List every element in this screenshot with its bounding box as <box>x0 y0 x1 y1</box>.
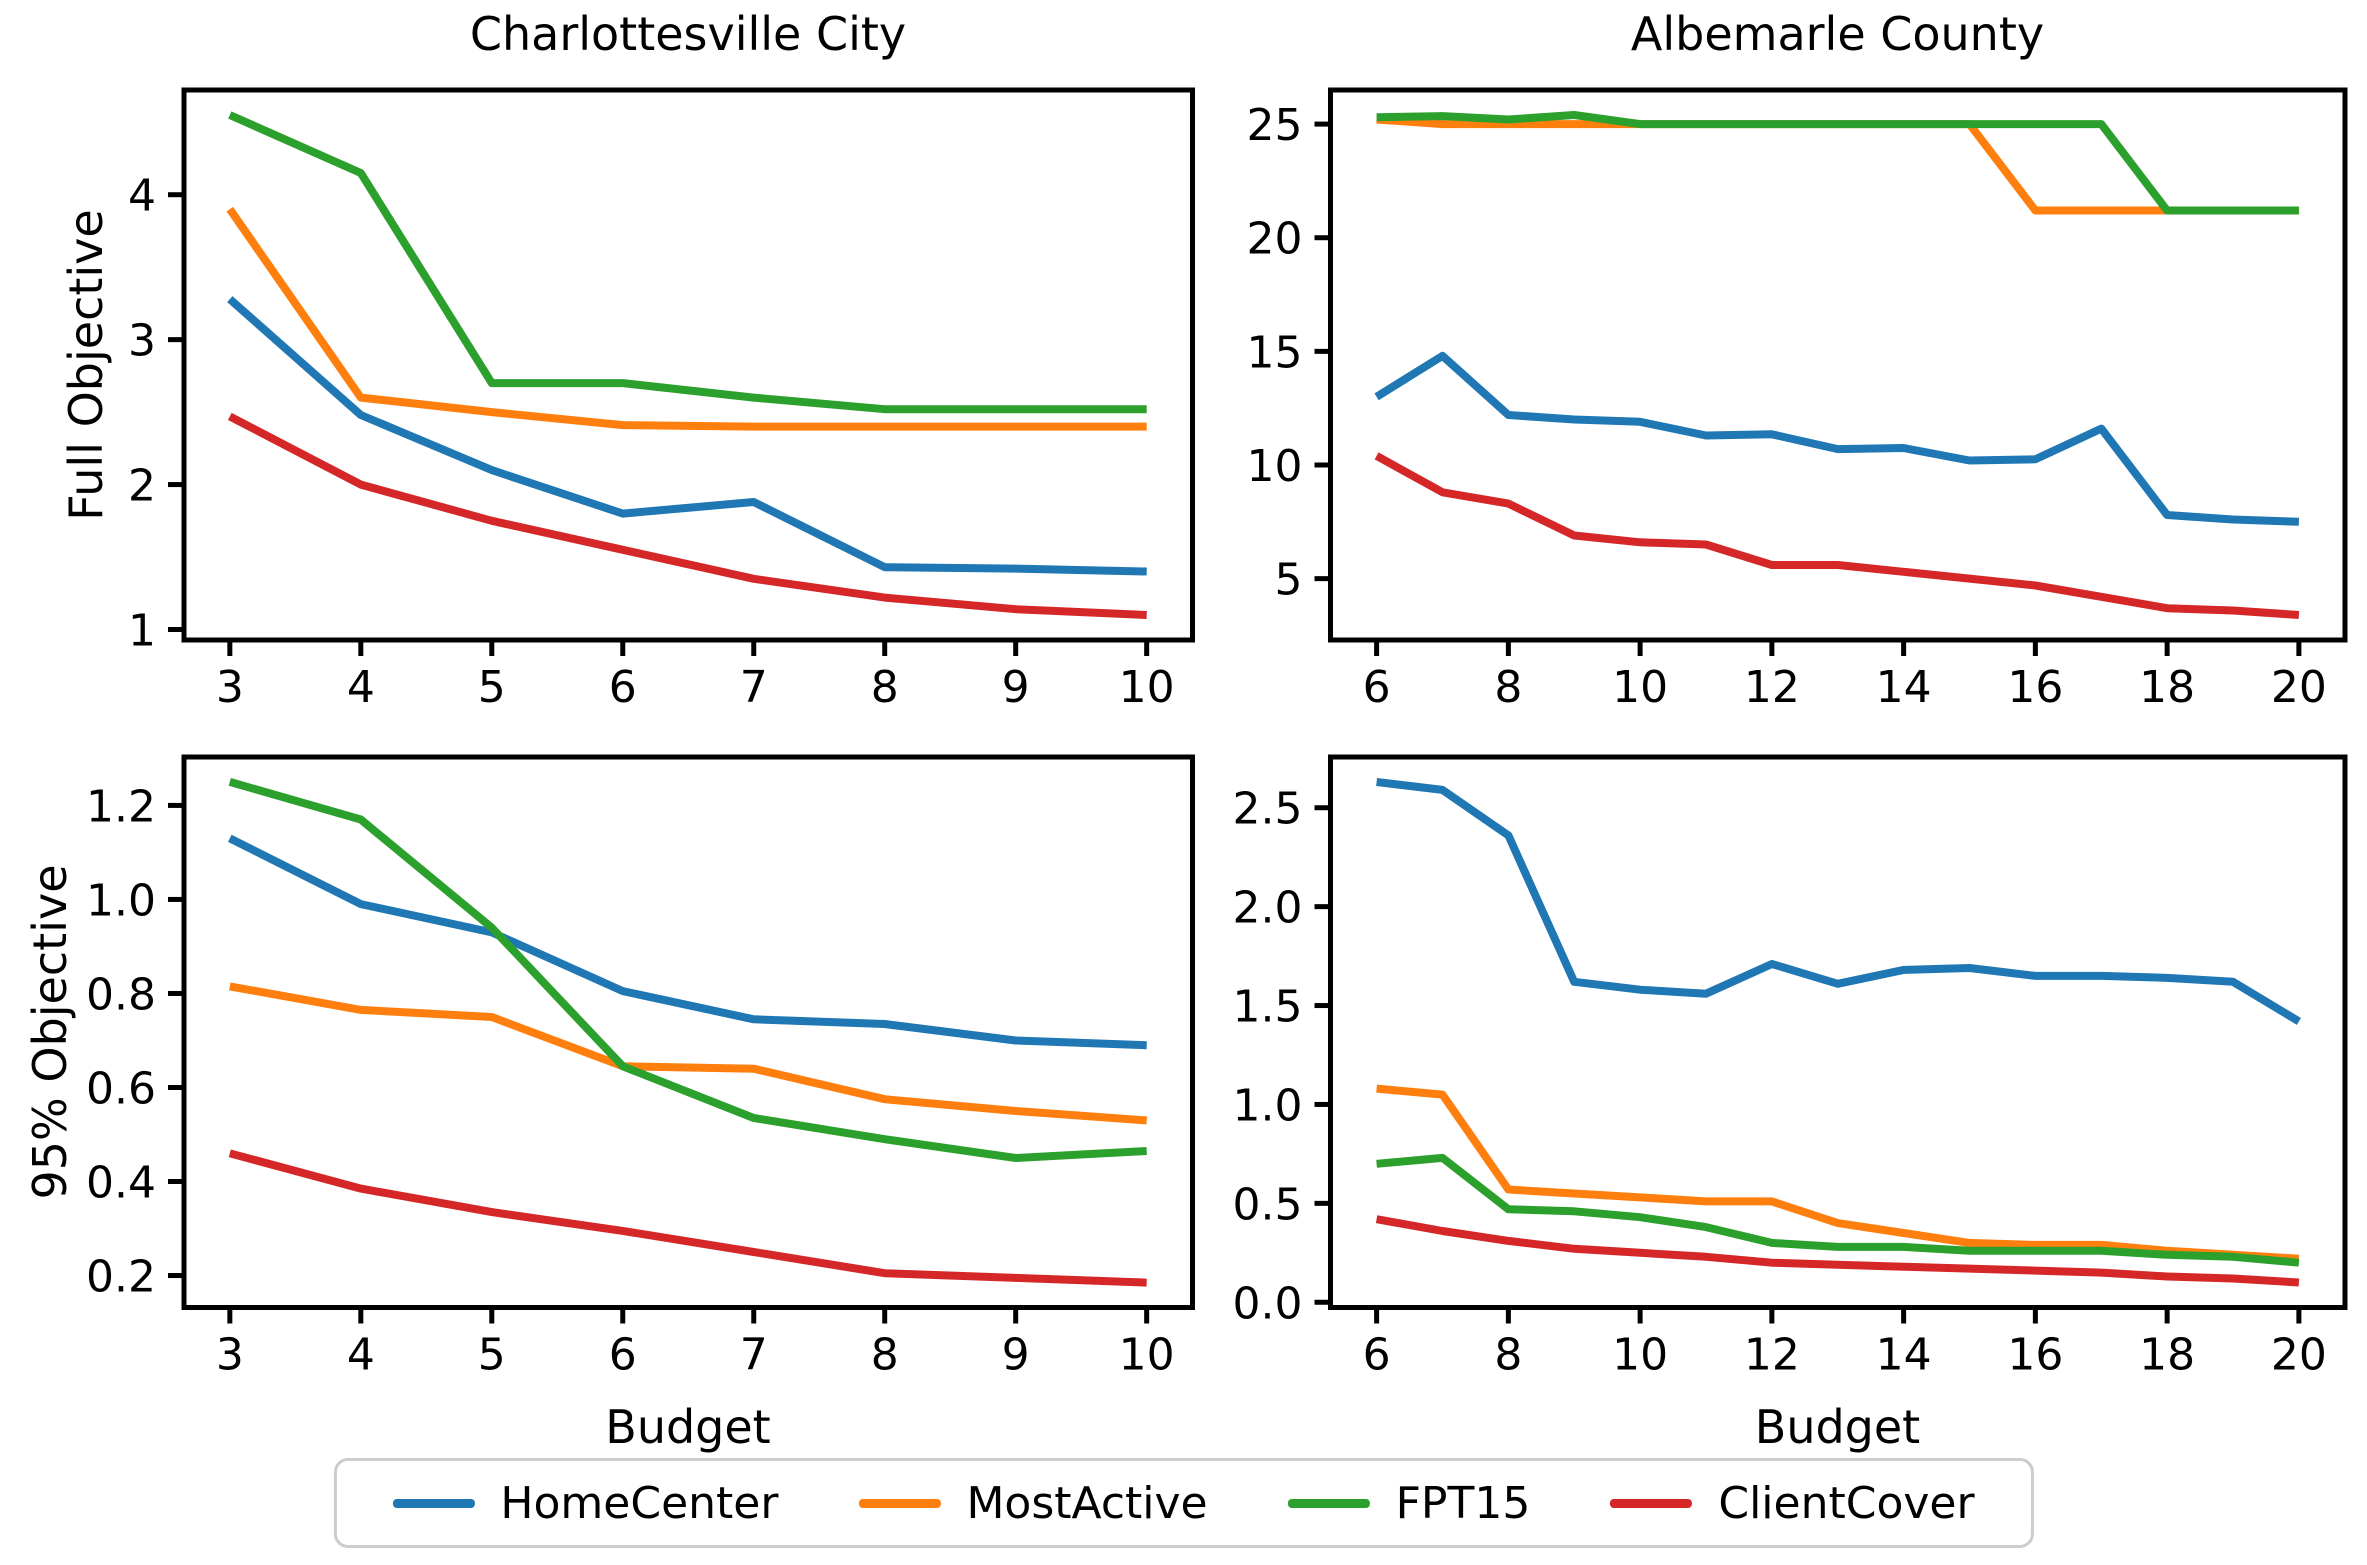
legend-line-clientcover-icon <box>1610 1498 1693 1508</box>
svg-text:8: 8 <box>871 662 899 713</box>
y-axis-label-95-objective: 95% Objective <box>23 864 77 1200</box>
svg-text:10: 10 <box>1612 1330 1668 1381</box>
svg-text:5: 5 <box>478 1330 506 1381</box>
svg-text:1.0: 1.0 <box>86 875 156 926</box>
svg-text:7: 7 <box>740 662 768 713</box>
svg-text:15: 15 <box>1247 327 1303 378</box>
svg-text:6: 6 <box>609 662 637 713</box>
svg-text:1: 1 <box>128 605 156 656</box>
svg-text:20: 20 <box>2271 662 2327 713</box>
legend-item-homecenter: HomeCenter <box>392 1478 778 1529</box>
svg-text:0.2: 0.2 <box>86 1252 156 1303</box>
svg-text:0.5: 0.5 <box>1233 1179 1303 1230</box>
svg-text:18: 18 <box>2139 1330 2195 1381</box>
legend-label-homecenter: HomeCenter <box>500 1477 779 1529</box>
svg-text:25: 25 <box>1247 100 1303 151</box>
svg-text:5: 5 <box>1275 555 1303 606</box>
svg-text:6: 6 <box>1363 662 1391 713</box>
svg-text:6: 6 <box>609 1330 637 1381</box>
y-axis-label-full-objective: Full Objective <box>59 209 113 521</box>
svg-text:5: 5 <box>478 662 506 713</box>
svg-text:2: 2 <box>128 461 156 512</box>
svg-text:3: 3 <box>216 1330 244 1381</box>
svg-text:20: 20 <box>1247 214 1303 265</box>
svg-text:10: 10 <box>1119 1330 1175 1381</box>
svg-text:1.0: 1.0 <box>1233 1080 1303 1131</box>
svg-text:4: 4 <box>347 662 375 713</box>
svg-text:18: 18 <box>2139 662 2195 713</box>
svg-text:10: 10 <box>1612 662 1668 713</box>
x-axis-label-budget-left: Budget <box>605 1400 771 1454</box>
svg-text:8: 8 <box>1494 1330 1522 1381</box>
svg-text:12: 12 <box>1744 1330 1800 1381</box>
legend-line-fpt15-icon <box>1287 1498 1370 1508</box>
legend-line-homecenter-icon <box>392 1498 475 1508</box>
svg-text:0.0: 0.0 <box>1233 1278 1303 1329</box>
svg-text:14: 14 <box>1876 662 1932 713</box>
svg-text:10: 10 <box>1247 441 1303 492</box>
svg-text:9: 9 <box>1002 1330 1030 1381</box>
svg-text:4: 4 <box>128 171 156 222</box>
svg-text:3: 3 <box>128 316 156 367</box>
svg-text:3: 3 <box>216 662 244 713</box>
legend: HomeCenter MostActive FPT15 ClientCover <box>333 1458 2034 1548</box>
svg-text:0.4: 0.4 <box>86 1158 156 1209</box>
x-axis-label-budget-right: Budget <box>1754 1400 1921 1454</box>
svg-text:16: 16 <box>2007 1330 2063 1381</box>
svg-text:9: 9 <box>1002 662 1030 713</box>
svg-text:12: 12 <box>1744 662 1800 713</box>
legend-item-clientcover: ClientCover <box>1610 1477 1975 1529</box>
legend-label-clientcover: ClientCover <box>1718 1477 1975 1529</box>
svg-text:2.0: 2.0 <box>1233 883 1303 934</box>
legend-item-mostactive: MostActive <box>858 1477 1208 1529</box>
legend-label-mostactive: MostActive <box>966 1477 1208 1529</box>
svg-text:14: 14 <box>1876 1330 1932 1381</box>
svg-text:10: 10 <box>1119 662 1175 713</box>
legend-line-mostactive-icon <box>858 1498 941 1508</box>
chart-title-albemarle-county: Albemarle County <box>1630 7 2045 61</box>
svg-text:0.6: 0.6 <box>86 1063 156 1114</box>
svg-text:0.8: 0.8 <box>86 969 156 1020</box>
svg-text:2.5: 2.5 <box>1233 784 1303 835</box>
svg-text:8: 8 <box>871 1330 899 1381</box>
svg-text:7: 7 <box>740 1330 768 1381</box>
svg-text:6: 6 <box>1363 1330 1391 1381</box>
svg-text:16: 16 <box>2007 662 2063 713</box>
legend-label-fpt15: FPT15 <box>1395 1477 1531 1529</box>
svg-text:8: 8 <box>1494 662 1522 713</box>
svg-text:20: 20 <box>2271 1330 2327 1381</box>
svg-text:1.2: 1.2 <box>86 781 156 832</box>
svg-text:4: 4 <box>347 1330 375 1381</box>
chart-title-charlottesville-city: Charlottesville City <box>469 7 907 61</box>
legend-item-fpt15: FPT15 <box>1287 1477 1531 1529</box>
svg-text:1.5: 1.5 <box>1233 982 1303 1033</box>
